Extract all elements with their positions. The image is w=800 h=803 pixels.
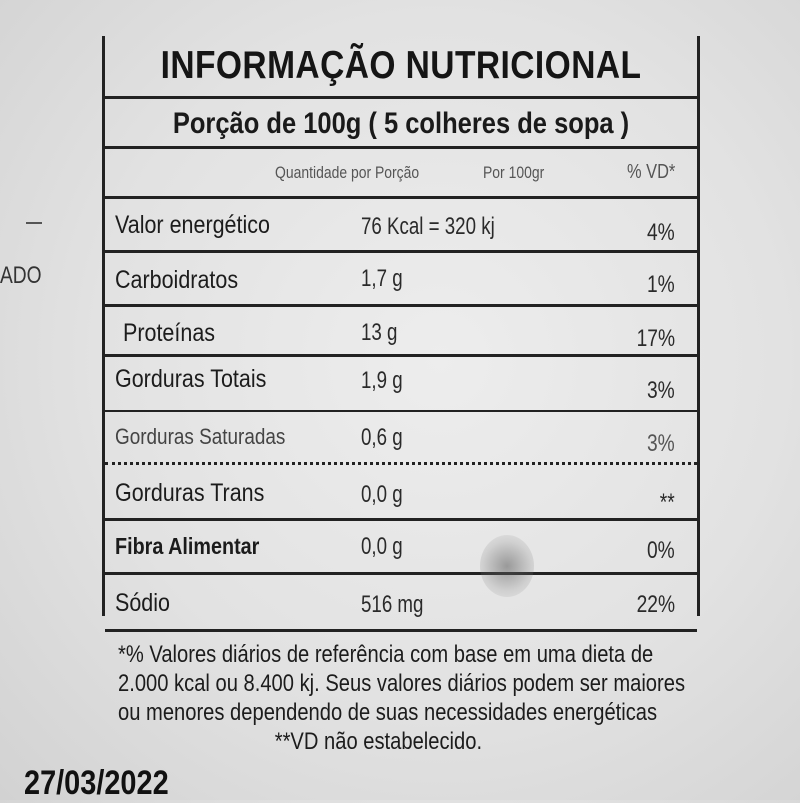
portion-row: Porção de 100g ( 5 colheres de sopa ) — [105, 96, 697, 146]
label-title: INFORMAÇÃO NUTRICIONAL — [160, 44, 642, 87]
nutrient-vd: 3% — [647, 377, 675, 404]
footnote-line: 2.000 kcal ou 8.400 kj. Seus valores diá… — [118, 670, 686, 697]
side-dash — [26, 222, 42, 224]
nutrient-vd: 22% — [636, 591, 675, 618]
nutrient-amount: 1,9 g — [361, 367, 403, 394]
nutrient-amount: 0,0 g — [361, 533, 403, 560]
nutrient-vd: 1% — [647, 271, 675, 298]
column-per: Por 100gr — [483, 163, 545, 182]
footnote-line: *% Valores diários de referência com bas… — [118, 641, 654, 668]
column-quantity: Quantidade por Porção — [275, 163, 420, 182]
table-row: Proteínas 13 g 17% — [105, 304, 697, 354]
portion-text: Porção de 100g ( 5 colheres de sopa ) — [172, 107, 630, 140]
table-row: Sódio 516 mg 22% — [105, 572, 697, 632]
nutrient-vd: 0% — [647, 537, 675, 564]
table-row: Valor energético 76 Kcal = 320 kj 4% — [105, 196, 697, 250]
nutrient-amount: 516 mg — [361, 591, 424, 618]
table-row: Carboidratos 1,7 g 1% — [105, 250, 697, 304]
nutrient-amount: 0,6 g — [361, 424, 403, 451]
nutrient-name: Fibra Alimentar — [115, 533, 260, 559]
nutrient-amount: 0,0 g — [361, 481, 403, 508]
nutrient-name: Carboidratos — [115, 266, 239, 294]
footnote: *% Valores diários de referência com bas… — [118, 640, 686, 756]
column-header-row: Quantidade por Porção Por 100gr % VD* — [105, 146, 697, 192]
nutrient-name: Sódio — [115, 589, 170, 617]
nutrient-name: Proteínas — [123, 319, 216, 347]
nutrient-name: Gorduras Saturadas — [115, 424, 286, 449]
nutrient-vd: 3% — [647, 430, 675, 457]
nutrient-amount: 1,7 g — [361, 265, 403, 292]
stain-mark — [480, 535, 534, 597]
footnote-line: ou menores dependendo de suas necessidad… — [118, 699, 658, 726]
table-row: Gorduras Trans 0,0 g ** — [105, 462, 697, 518]
column-vd: % VD* — [627, 161, 676, 183]
table-row: Fibra Alimentar 0,0 g 0% — [105, 518, 697, 572]
nutrient-vd: 17% — [636, 325, 675, 352]
footnote-line: **VD não estabelecido. — [274, 728, 483, 755]
date-stamp: 27/03/2022 — [24, 764, 169, 802]
nutrient-vd: 4% — [647, 219, 675, 246]
nutrition-label: INFORMAÇÃO NUTRICIONAL Porção de 100g ( … — [102, 36, 700, 632]
nutrient-name: Gorduras Totais — [115, 365, 267, 393]
nutrient-name: Gorduras Trans — [115, 479, 265, 507]
side-text-fragment: ADO — [0, 262, 42, 289]
table-row: Gorduras Saturadas 0,6 g 3% — [105, 410, 697, 462]
table-row: Gorduras Totais 1,9 g 3% — [105, 354, 697, 410]
nutrient-name: Valor energético — [115, 211, 270, 239]
nutrient-amount: 76 Kcal = 320 kj — [361, 213, 495, 240]
nutrient-amount: 13 g — [361, 319, 398, 346]
nutrient-vd: ** — [660, 489, 675, 516]
